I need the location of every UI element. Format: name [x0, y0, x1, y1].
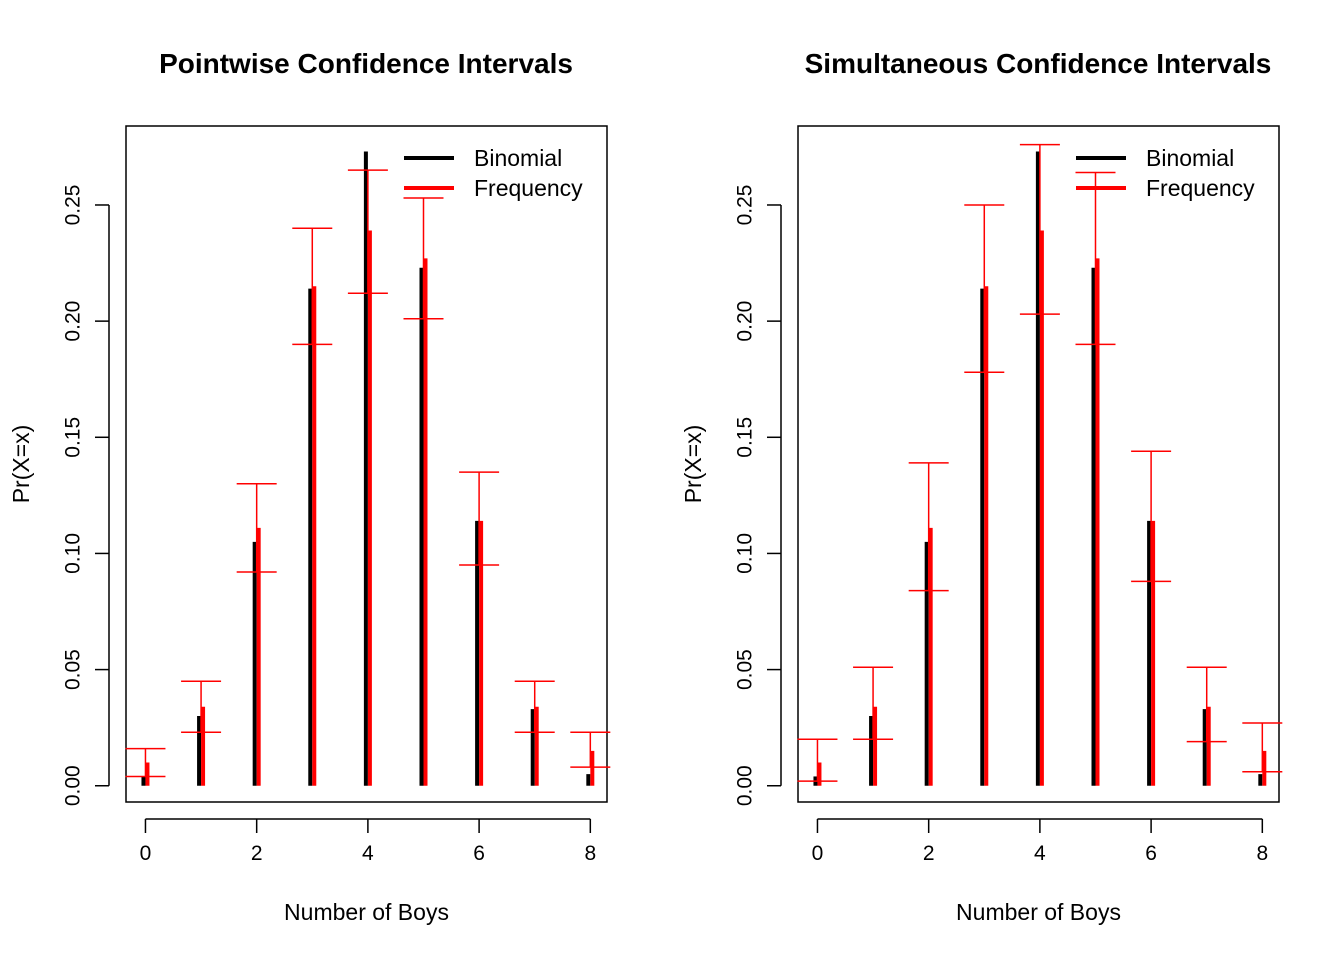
- y-tick-label: 0.00: [734, 765, 757, 806]
- y-tick-label: 0.15: [62, 417, 85, 458]
- x-tick-label: 4: [1034, 842, 1046, 865]
- x-tick-label: 4: [362, 842, 374, 865]
- x-axis-label: Number of Boys: [284, 899, 449, 925]
- y-tick-label: 0.15: [734, 417, 757, 458]
- legend-label: Binomial: [474, 145, 562, 171]
- chart-simultaneous: Simultaneous Confidence Intervals 0 2 4 6 8 Nu…: [680, 48, 1283, 925]
- legend-label: Frequency: [474, 175, 583, 201]
- x-tick-label: 2: [923, 842, 935, 865]
- plot-frame: [125, 125, 608, 803]
- x-tick-label: 0: [140, 842, 152, 865]
- y-tick-label: 0.20: [734, 301, 757, 342]
- y-tick-label: 0.00: [62, 765, 85, 806]
- legend-label: Binomial: [1146, 145, 1234, 171]
- chart-title: Simultaneous Confidence Intervals: [805, 48, 1272, 79]
- x-tick-label: 6: [1145, 842, 1157, 865]
- plot-frame: [797, 125, 1280, 803]
- y-tick-label: 0.10: [62, 533, 85, 574]
- y-tick-label: 0.05: [734, 649, 757, 690]
- x-tick-label: 8: [1256, 842, 1268, 865]
- y-tick-label: 0.20: [62, 301, 85, 342]
- chart-title: Pointwise Confidence Intervals: [159, 48, 573, 79]
- y-axis-label: Pr(X=x): [680, 425, 706, 504]
- y-tick-label: 0.10: [734, 533, 757, 574]
- x-axis-label: Number of Boys: [956, 899, 1121, 925]
- x-tick-label: 6: [473, 842, 485, 865]
- y-tick-label: 0.05: [62, 649, 85, 690]
- y-tick-label: 0.25: [734, 185, 757, 226]
- y-tick-label: 0.25: [62, 185, 85, 226]
- x-tick-label: 0: [812, 842, 824, 865]
- chart-pointwise: Pointwise Confidence Intervals 0 2 4 6 8 Numbe…: [8, 48, 611, 925]
- x-tick-label: 2: [251, 842, 263, 865]
- y-axis-label: Pr(X=x): [8, 425, 34, 504]
- legend-label: Frequency: [1146, 175, 1255, 201]
- x-tick-label: 8: [584, 842, 596, 865]
